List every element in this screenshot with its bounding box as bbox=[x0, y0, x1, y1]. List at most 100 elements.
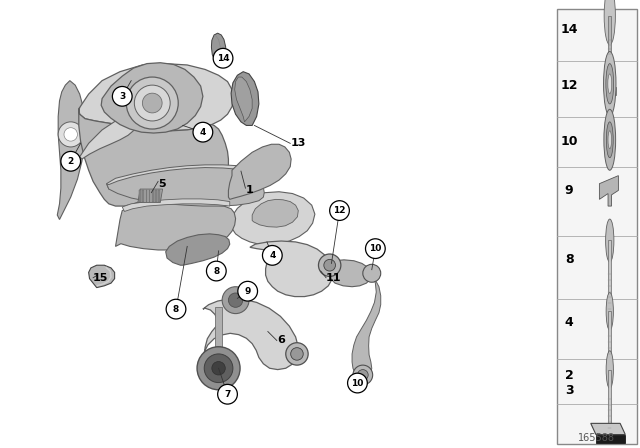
Circle shape bbox=[126, 77, 178, 129]
Circle shape bbox=[604, 0, 616, 45]
Polygon shape bbox=[142, 190, 144, 202]
Polygon shape bbox=[57, 81, 85, 220]
Text: 7: 7 bbox=[225, 390, 230, 399]
Circle shape bbox=[142, 93, 162, 113]
Circle shape bbox=[213, 48, 233, 68]
Circle shape bbox=[348, 373, 367, 393]
Polygon shape bbox=[152, 190, 154, 202]
Text: 8: 8 bbox=[173, 305, 179, 314]
Text: 9: 9 bbox=[565, 184, 573, 197]
Circle shape bbox=[606, 293, 613, 330]
Circle shape bbox=[222, 287, 249, 314]
Circle shape bbox=[166, 299, 186, 319]
Polygon shape bbox=[79, 114, 138, 159]
Polygon shape bbox=[115, 203, 236, 250]
Circle shape bbox=[605, 219, 614, 262]
Circle shape bbox=[212, 362, 225, 375]
Polygon shape bbox=[252, 199, 298, 227]
Circle shape bbox=[285, 343, 308, 365]
Polygon shape bbox=[101, 63, 203, 133]
Polygon shape bbox=[155, 190, 157, 202]
Polygon shape bbox=[596, 435, 625, 443]
Bar bbox=[608, 240, 611, 309]
Circle shape bbox=[606, 64, 614, 104]
Circle shape bbox=[604, 52, 616, 116]
Bar bbox=[215, 307, 222, 349]
Text: 1: 1 bbox=[245, 185, 253, 195]
Polygon shape bbox=[140, 190, 141, 202]
Text: 12: 12 bbox=[561, 78, 578, 92]
Circle shape bbox=[353, 365, 372, 385]
Circle shape bbox=[193, 122, 212, 142]
Text: 4: 4 bbox=[564, 316, 573, 329]
Text: 4: 4 bbox=[269, 251, 275, 260]
Polygon shape bbox=[228, 144, 291, 199]
Polygon shape bbox=[250, 241, 333, 297]
Polygon shape bbox=[138, 189, 163, 202]
Circle shape bbox=[357, 370, 368, 380]
Polygon shape bbox=[88, 265, 115, 288]
Circle shape bbox=[58, 122, 83, 147]
Circle shape bbox=[330, 201, 349, 220]
Circle shape bbox=[197, 347, 240, 390]
Text: 8: 8 bbox=[213, 267, 220, 276]
Circle shape bbox=[238, 281, 257, 301]
Circle shape bbox=[218, 384, 237, 404]
Polygon shape bbox=[231, 72, 259, 125]
Circle shape bbox=[604, 109, 616, 170]
Circle shape bbox=[61, 151, 81, 171]
Circle shape bbox=[608, 131, 611, 149]
Text: 4: 4 bbox=[200, 128, 206, 137]
Circle shape bbox=[262, 246, 282, 265]
Circle shape bbox=[204, 354, 233, 383]
Polygon shape bbox=[148, 190, 150, 202]
Text: 11: 11 bbox=[326, 273, 342, 283]
Text: 14: 14 bbox=[217, 54, 229, 63]
Circle shape bbox=[606, 351, 613, 388]
Text: 9: 9 bbox=[244, 287, 251, 296]
Circle shape bbox=[113, 86, 132, 106]
Circle shape bbox=[363, 264, 381, 282]
Circle shape bbox=[608, 74, 612, 94]
Circle shape bbox=[606, 122, 613, 158]
Polygon shape bbox=[106, 165, 261, 189]
Circle shape bbox=[64, 128, 77, 141]
Polygon shape bbox=[211, 33, 226, 65]
Polygon shape bbox=[203, 299, 298, 370]
Polygon shape bbox=[600, 176, 618, 206]
Circle shape bbox=[365, 239, 385, 258]
Polygon shape bbox=[79, 108, 228, 206]
Polygon shape bbox=[235, 77, 252, 122]
Text: 2: 2 bbox=[68, 157, 74, 166]
Text: 12: 12 bbox=[333, 206, 346, 215]
Polygon shape bbox=[158, 190, 160, 202]
Text: 10: 10 bbox=[369, 244, 381, 253]
Polygon shape bbox=[122, 199, 230, 211]
Text: 13: 13 bbox=[290, 138, 306, 148]
Polygon shape bbox=[106, 168, 264, 206]
Text: 3: 3 bbox=[119, 92, 125, 101]
Bar bbox=[604, 87, 616, 95]
Polygon shape bbox=[231, 192, 315, 245]
Circle shape bbox=[207, 261, 226, 281]
Bar bbox=[608, 16, 611, 54]
Text: 6: 6 bbox=[276, 336, 285, 345]
Text: 165588: 165588 bbox=[579, 433, 615, 443]
Text: 10: 10 bbox=[561, 134, 578, 148]
Bar bbox=[608, 370, 611, 428]
Polygon shape bbox=[591, 423, 625, 435]
Polygon shape bbox=[145, 190, 147, 202]
Text: 10: 10 bbox=[351, 379, 364, 388]
Circle shape bbox=[134, 85, 170, 121]
Polygon shape bbox=[330, 260, 372, 287]
Bar bbox=[608, 311, 611, 354]
Circle shape bbox=[291, 348, 303, 360]
Polygon shape bbox=[352, 277, 381, 379]
Text: 14: 14 bbox=[561, 22, 578, 36]
Circle shape bbox=[324, 259, 335, 271]
Text: 15: 15 bbox=[93, 273, 109, 283]
Circle shape bbox=[319, 254, 341, 276]
Text: 5: 5 bbox=[158, 179, 166, 189]
Polygon shape bbox=[79, 64, 234, 131]
Text: 8: 8 bbox=[565, 253, 573, 267]
